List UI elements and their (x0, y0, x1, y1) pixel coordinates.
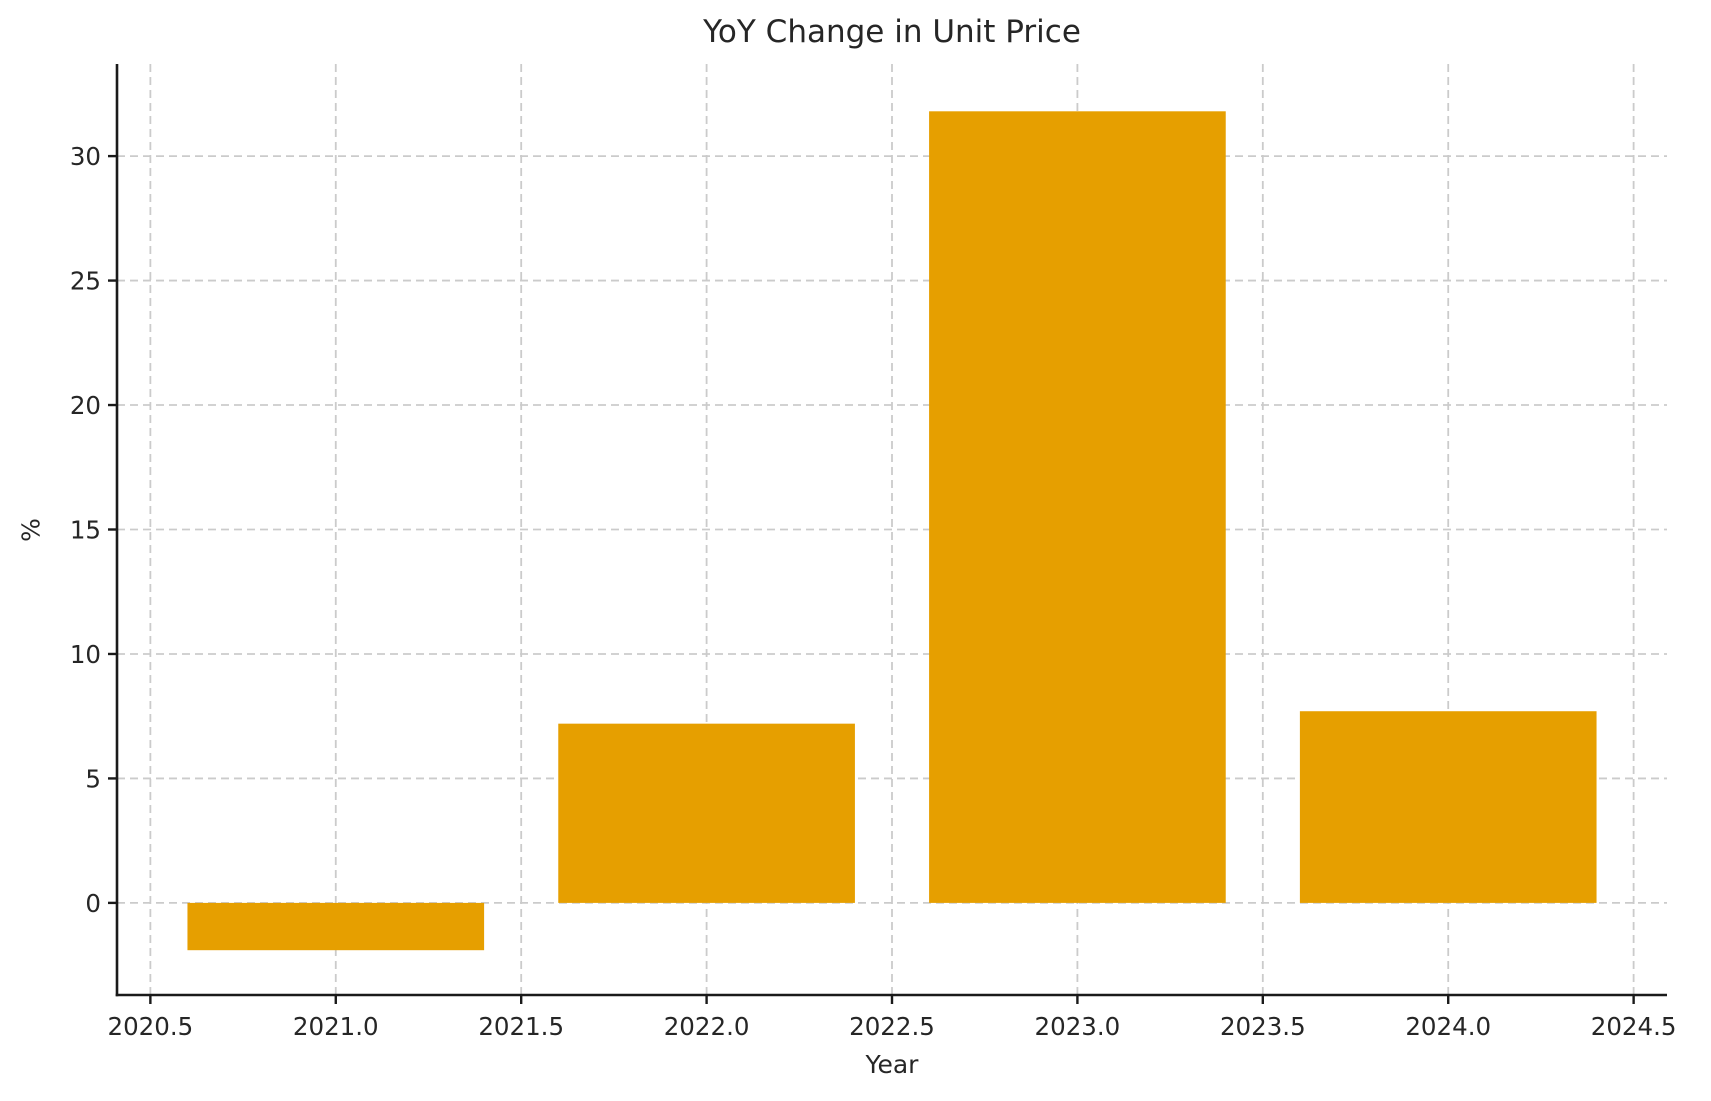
x-tick-label: 2020.5 (108, 1012, 194, 1041)
bar-2023 (929, 111, 1226, 903)
y-tick-label: 30 (70, 142, 101, 171)
x-axis-label: Year (865, 1050, 919, 1079)
y-tick-label: 20 (70, 391, 101, 420)
bar-2024 (1299, 711, 1597, 903)
x-tick-label: 2024.0 (1405, 1012, 1491, 1041)
y-tick-label: 10 (70, 640, 101, 669)
x-tick-label: 2021.5 (478, 1012, 564, 1041)
x-tick-label: 2022.5 (849, 1012, 935, 1041)
bar-2021 (187, 902, 485, 951)
y-tick-label: 0 (85, 889, 101, 918)
x-tick-label: 2022.0 (664, 1012, 750, 1041)
y-tick-label: 15 (70, 516, 101, 545)
y-tick-label: 5 (85, 764, 101, 793)
bar-2022 (558, 723, 855, 903)
y-axis-label: % (16, 518, 46, 542)
x-tick-label: 2024.5 (1591, 1012, 1677, 1041)
x-tick-label: 2023.5 (1220, 1012, 1306, 1041)
chart-title: YoY Change in Unit Price (703, 14, 1081, 50)
x-tick-label: 2021.0 (293, 1012, 379, 1041)
x-tick-label: 2023.0 (1035, 1012, 1121, 1041)
y-tick-label: 25 (70, 267, 101, 296)
